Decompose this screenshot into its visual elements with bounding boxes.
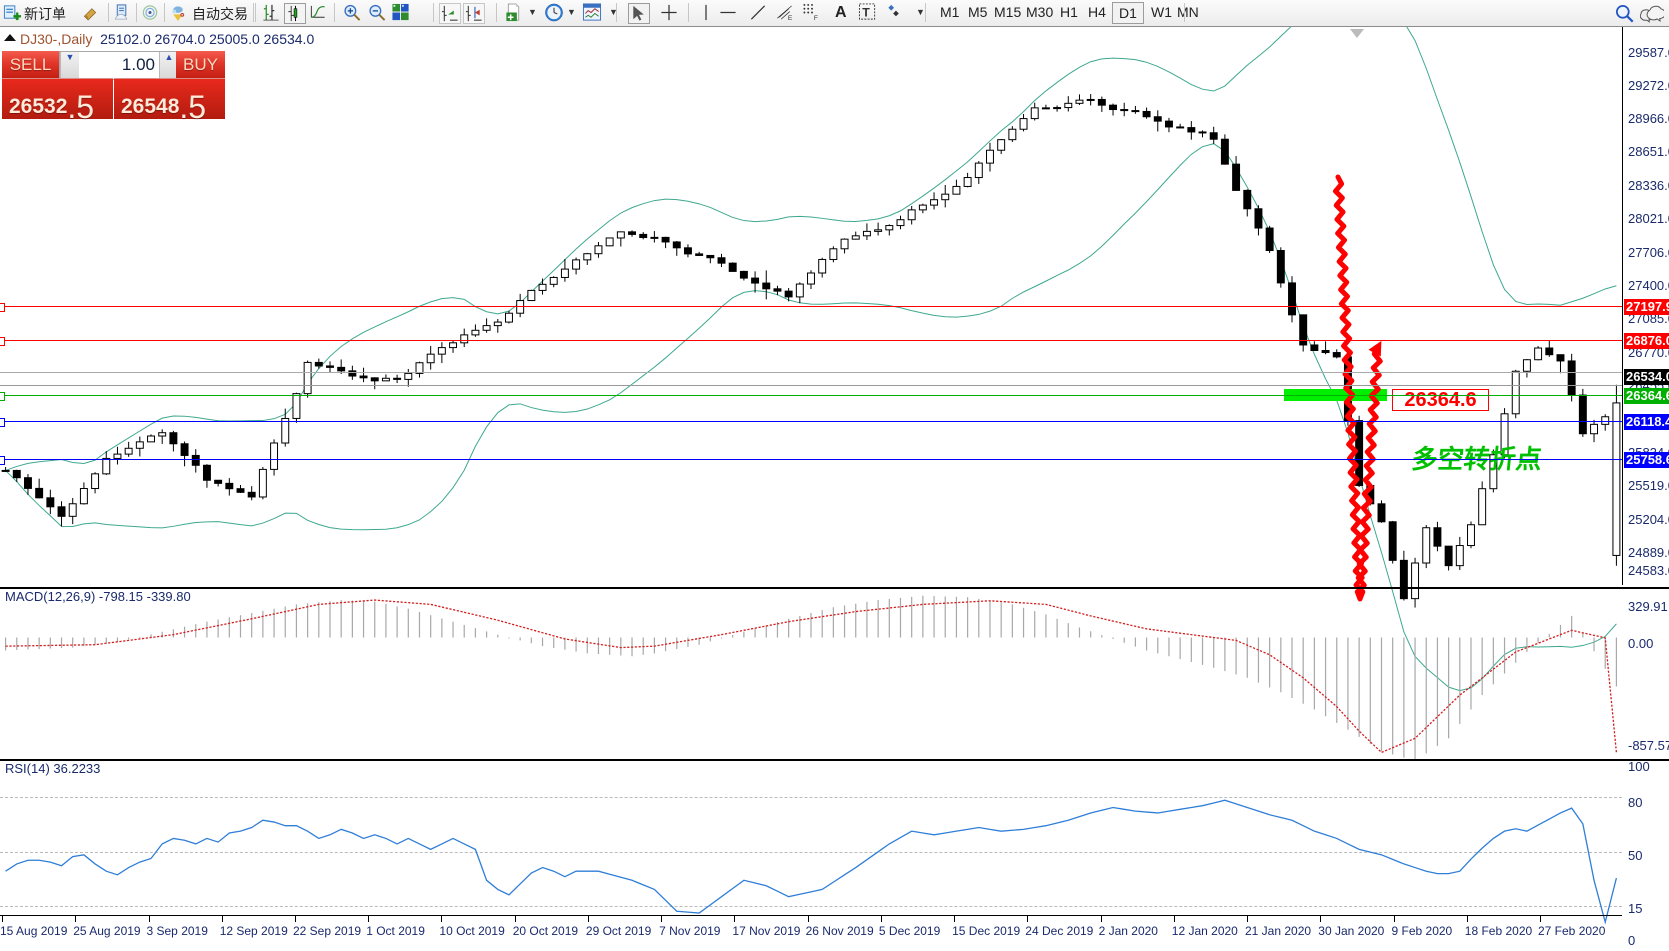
svg-text:E: E	[788, 15, 793, 22]
svg-text:F: F	[814, 15, 818, 22]
svg-text:T: T	[862, 5, 870, 19]
